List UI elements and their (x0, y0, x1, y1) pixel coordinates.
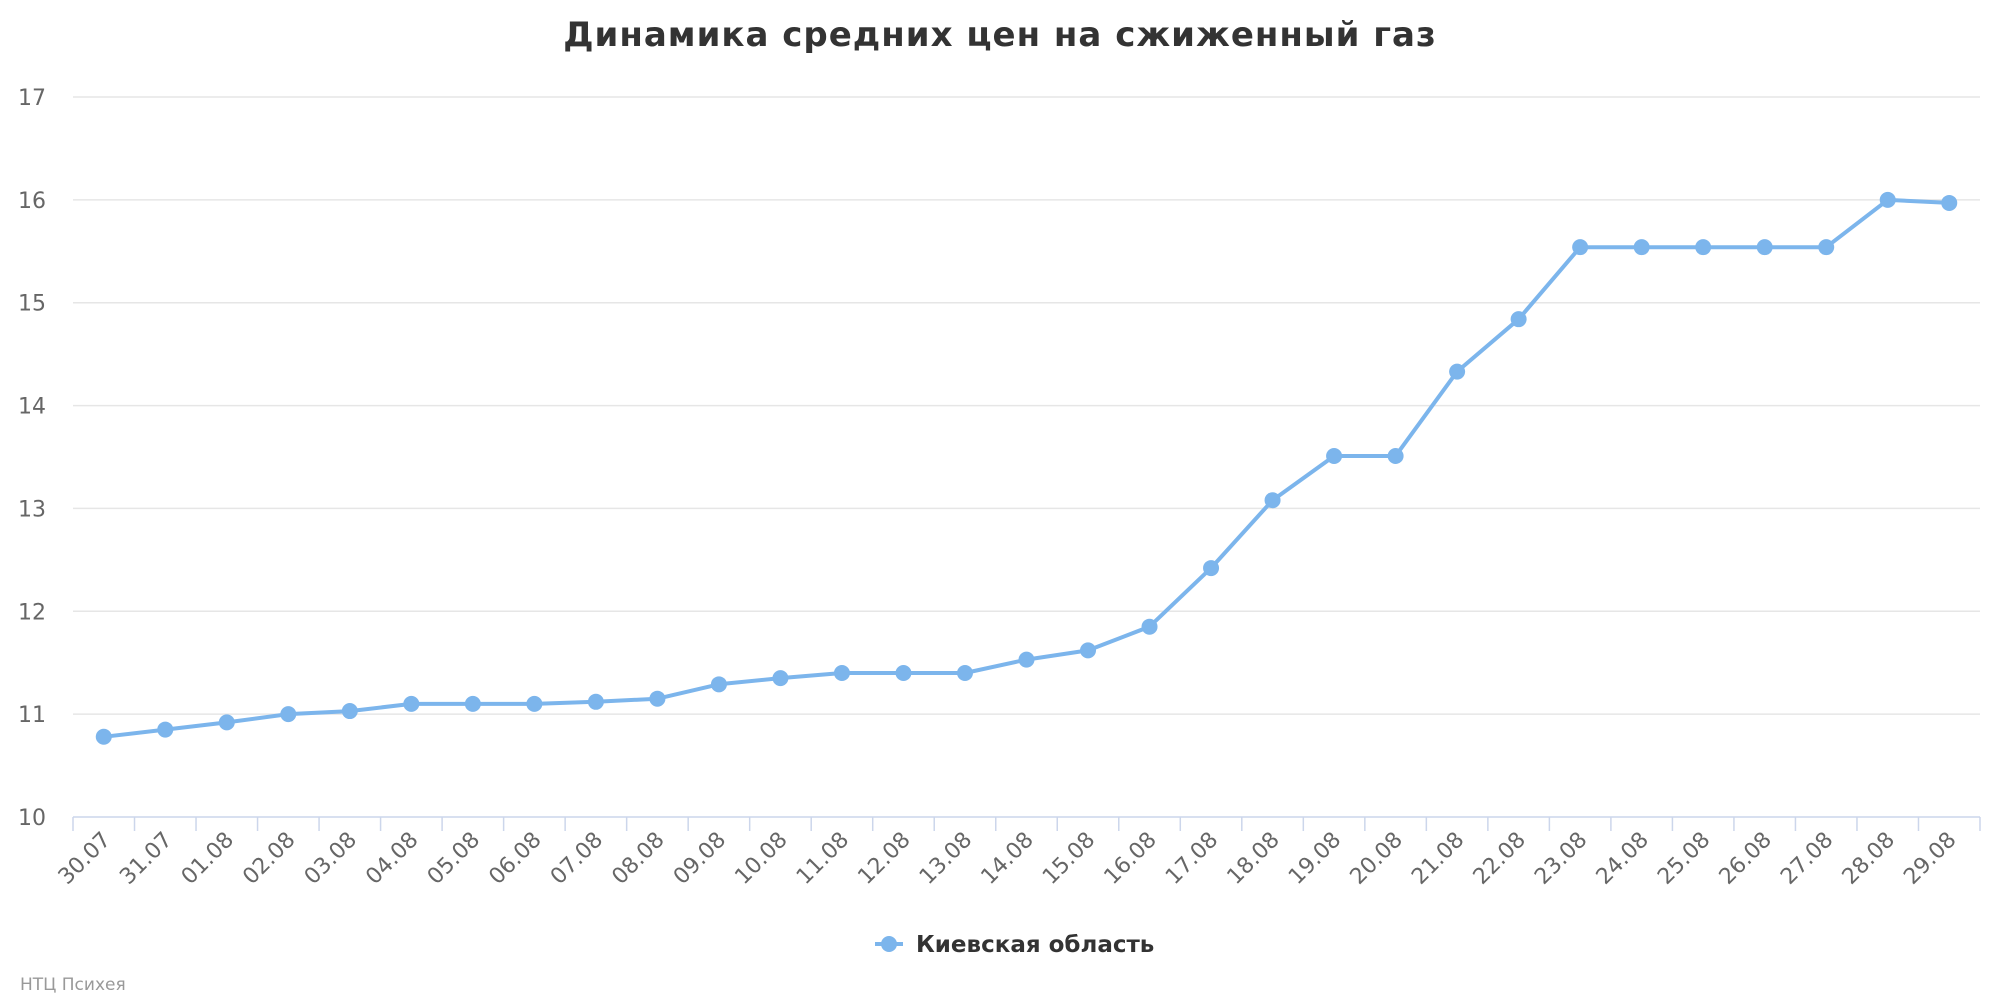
y-tick-label: 17 (18, 86, 46, 111)
x-tick-label: 19.08 (1284, 828, 1346, 890)
data-point[interactable] (1941, 194, 1958, 211)
x-tick-label: 05.08 (423, 828, 485, 890)
data-point[interactable] (1572, 239, 1589, 256)
data-point[interactable] (157, 721, 174, 738)
data-point[interactable] (1510, 311, 1527, 328)
data-point[interactable] (280, 706, 297, 723)
x-tick-label: 08.08 (607, 828, 669, 890)
grid (73, 96, 1980, 715)
data-point[interactable] (1264, 492, 1281, 509)
x-tick-label: 11.08 (792, 828, 854, 890)
x-tick-label: 09.08 (669, 828, 731, 890)
x-tick-label: 07.08 (546, 828, 608, 890)
x-tick-label: 29.08 (1899, 828, 1961, 890)
y-tick-label: 12 (18, 600, 46, 625)
y-axis-ticks: 10 11 12 13 14 15 16 17 (18, 86, 46, 831)
x-tick-label: 24.08 (1592, 828, 1654, 890)
data-point[interactable] (772, 670, 789, 687)
x-tick-label: 15.08 (1038, 828, 1100, 890)
data-point[interactable] (956, 665, 973, 681)
x-tick-label: 31.07 (115, 828, 177, 890)
legend-symbol-marker (881, 936, 897, 952)
x-tick-label: 20.08 (1346, 828, 1408, 890)
legend[interactable]: Киевская область (875, 932, 1154, 958)
y-tick-label: 13 (18, 497, 46, 522)
data-point[interactable] (1879, 191, 1896, 208)
data-point[interactable] (1818, 239, 1835, 256)
data-point[interactable] (587, 693, 604, 710)
x-tick-label: 01.08 (177, 828, 239, 890)
x-tick-label: 14.08 (977, 828, 1039, 890)
data-point[interactable] (403, 695, 420, 712)
x-axis: 30.07 31.07 01.08 02.08 03.08 04.08 05.08 06.08… (54, 816, 1981, 890)
x-tick-label: 27.08 (1776, 828, 1838, 890)
y-tick-label: 14 (18, 395, 46, 420)
data-point[interactable] (218, 714, 235, 731)
data-point[interactable] (1203, 560, 1220, 577)
data-point[interactable] (1695, 239, 1712, 256)
x-tick-label: 17.08 (1161, 828, 1223, 890)
x-tick-label: 22.08 (1469, 828, 1531, 890)
data-point[interactable] (710, 676, 727, 693)
chart-credit[interactable]: НТЦ Психея (20, 975, 126, 995)
data-point[interactable] (649, 690, 666, 707)
data-point[interactable] (833, 665, 850, 681)
data-point[interactable] (1387, 447, 1404, 464)
x-tick-label: 30.07 (54, 828, 116, 890)
data-point[interactable] (1141, 618, 1158, 635)
y-tick-label: 16 (18, 189, 46, 214)
data-point[interactable] (1633, 239, 1650, 256)
series-layer (95, 191, 1958, 745)
data-point[interactable] (464, 695, 481, 712)
x-tick-label: 03.08 (300, 828, 362, 890)
x-tick-label: 21.08 (1407, 828, 1469, 890)
y-tick-label: 15 (18, 292, 46, 317)
x-tick-label: 16.08 (1100, 828, 1162, 890)
x-tick-label: 28.08 (1838, 828, 1900, 890)
x-tick-label: 04.08 (361, 828, 423, 890)
x-tick-label: 23.08 (1530, 828, 1592, 890)
data-point[interactable] (1449, 363, 1466, 380)
data-point[interactable] (341, 703, 358, 720)
data-point[interactable] (1756, 239, 1773, 256)
y-tick-label: 11 (18, 703, 46, 728)
x-tick-label: 10.08 (730, 828, 792, 890)
legend-item-label[interactable]: Киевская область (916, 932, 1154, 958)
chart-title: Динамика средних цен на сжиженный газ (563, 15, 1437, 55)
x-tick-label: 18.08 (1223, 828, 1285, 890)
x-tick-label: 02.08 (238, 828, 300, 890)
x-tick-label: 13.08 (915, 828, 977, 890)
data-point[interactable] (526, 695, 543, 712)
data-point[interactable] (1080, 642, 1097, 659)
x-tick-label: 06.08 (484, 828, 546, 890)
x-tick-label: 26.08 (1715, 828, 1777, 890)
y-tick-label: 10 (18, 806, 46, 831)
x-tick-label: 12.08 (853, 828, 915, 890)
data-point[interactable] (1326, 447, 1343, 464)
data-point[interactable] (895, 665, 912, 681)
data-point[interactable] (95, 728, 112, 745)
x-tick-label: 25.08 (1653, 828, 1715, 890)
data-point[interactable] (1018, 651, 1035, 668)
